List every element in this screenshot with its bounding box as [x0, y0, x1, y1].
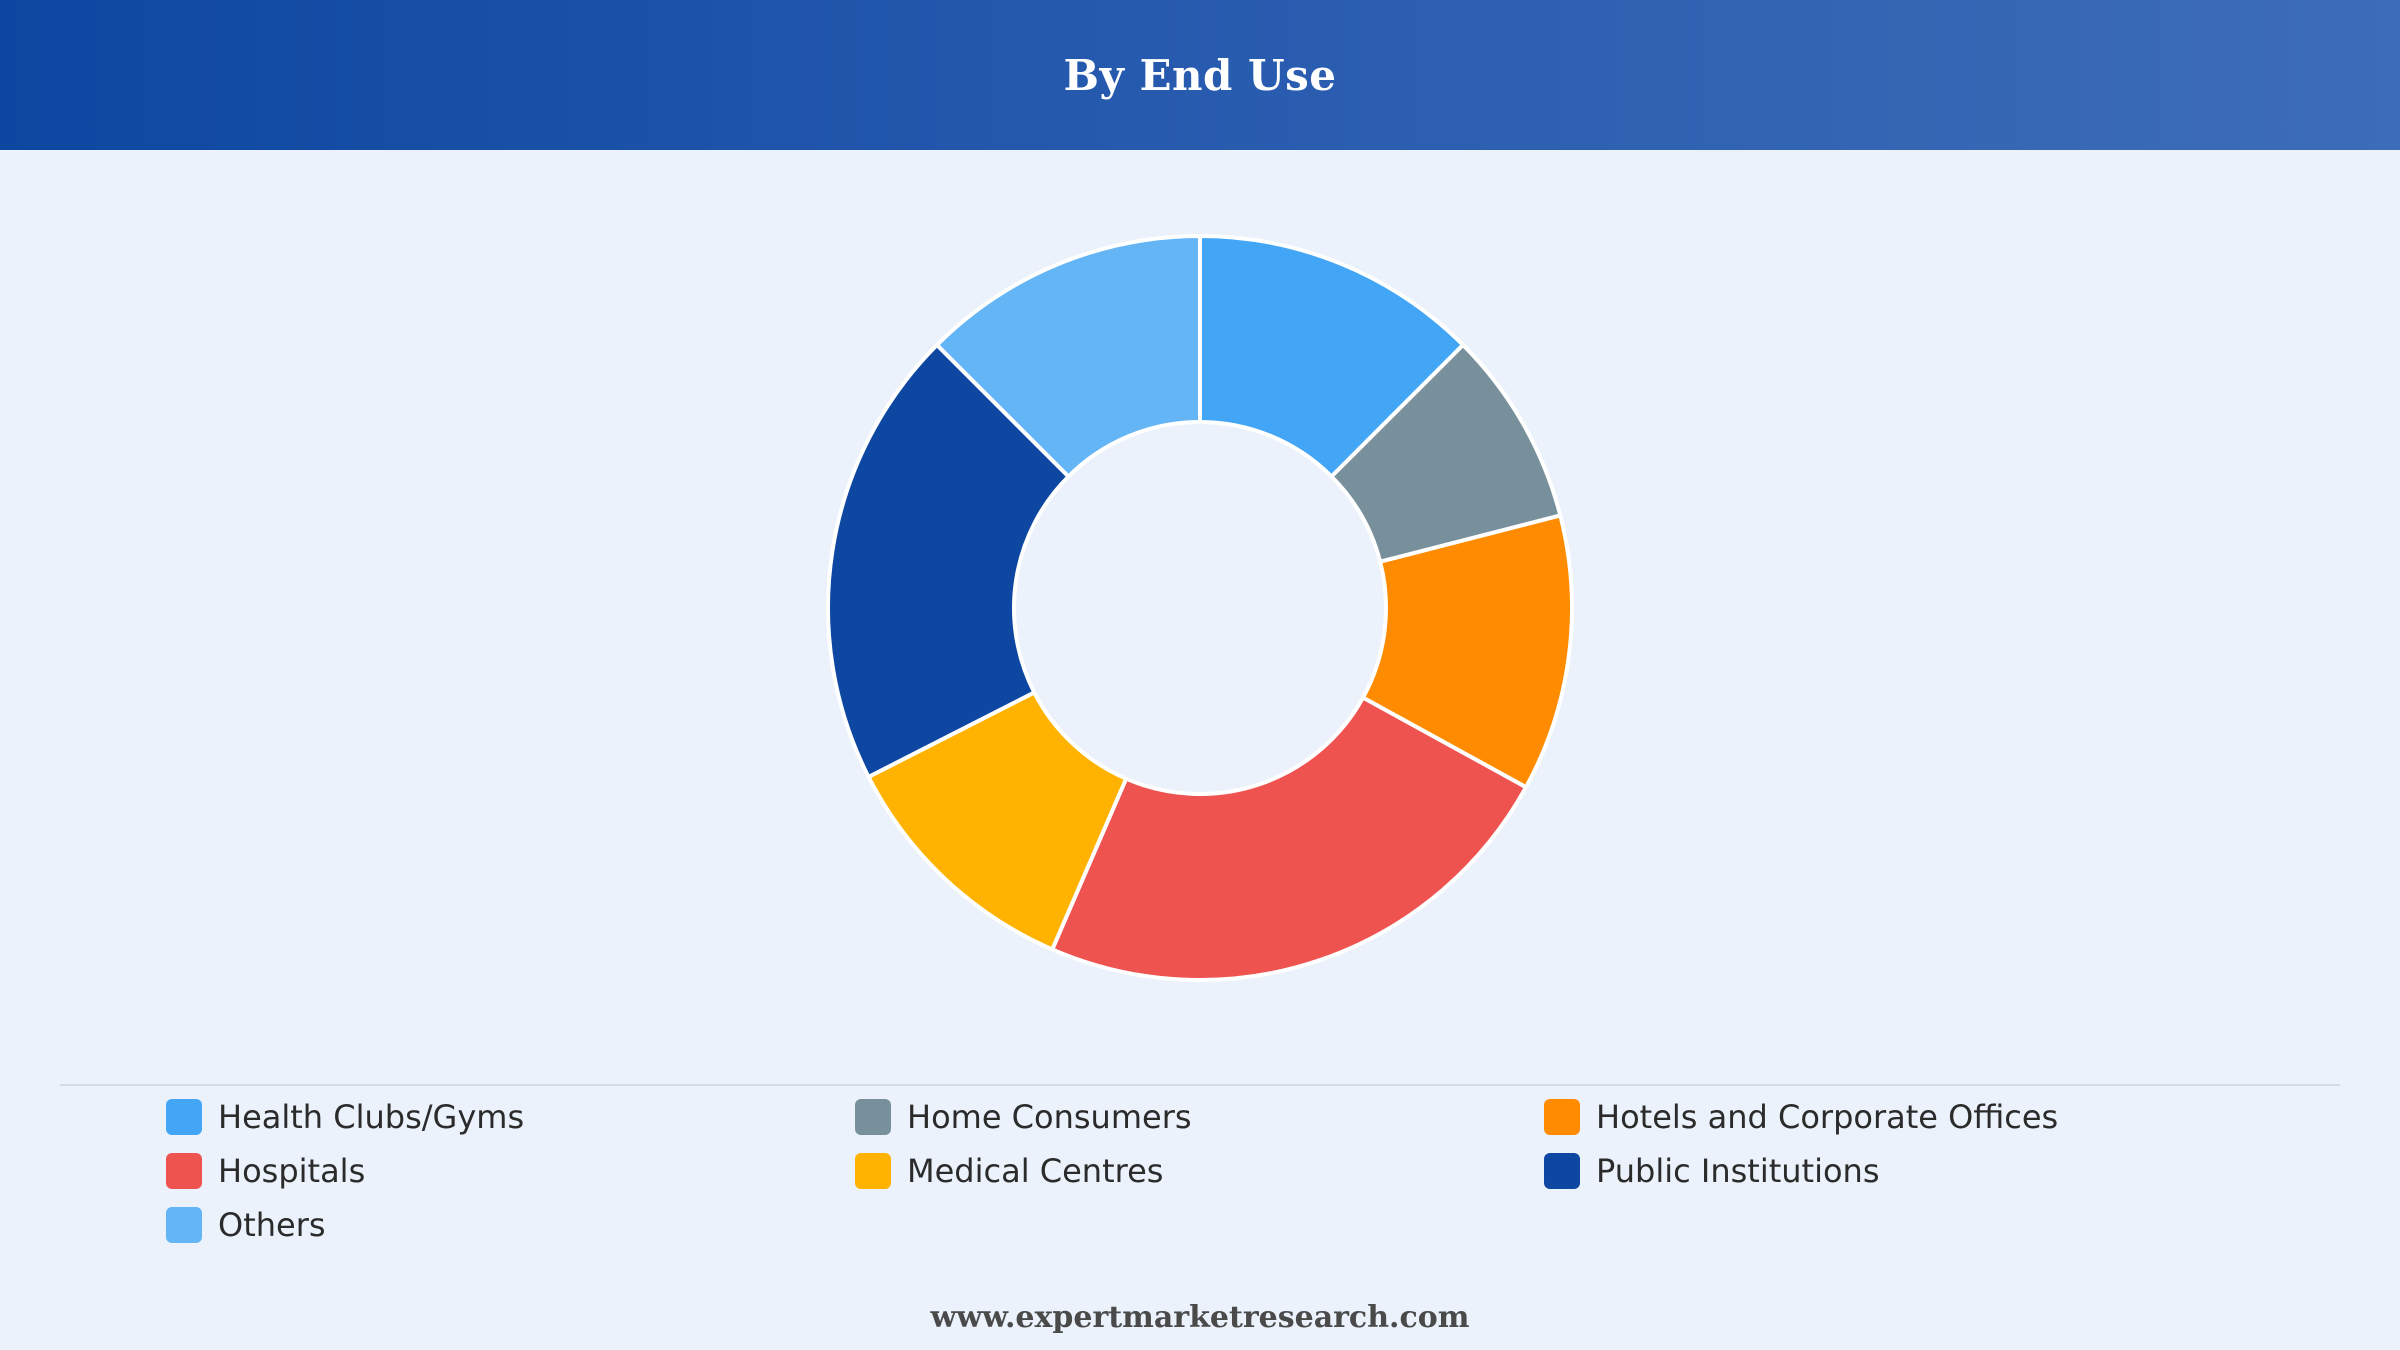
- legend-item-public-institutions[interactable]: Public Institutions: [1544, 1151, 2233, 1190]
- legend-label: Health Clubs/Gyms: [218, 1097, 525, 1136]
- legend-swatch: [166, 1206, 202, 1243]
- legend-swatch: [1544, 1098, 1580, 1135]
- legend-swatch: [855, 1152, 891, 1189]
- donut-slice-hospitals: [1050, 695, 1528, 982]
- legend-swatch: [166, 1098, 202, 1135]
- donut-chart-area: [0, 150, 2400, 1065]
- legend-label: Hotels and Corporate Offices: [1596, 1097, 2059, 1136]
- donut-chart: [826, 234, 1574, 982]
- legend-swatch: [166, 1152, 202, 1189]
- chart-title: By End Use: [1063, 50, 1337, 100]
- legend-label: Public Institutions: [1596, 1151, 1880, 1190]
- legend-label: Hospitals: [218, 1151, 366, 1190]
- donut-slice-hotels-and-corporate-offices: [1360, 513, 1574, 790]
- legend-label: Home Consumers: [907, 1097, 1192, 1136]
- donut-slice-public-institutions: [826, 342, 1071, 779]
- legend-label: Others: [218, 1205, 326, 1244]
- chart-legend: Health Clubs/Gyms Home Consumers Hotels an…: [166, 1097, 2266, 1244]
- donut-slice-others: [934, 234, 1202, 479]
- legend-item-medical-centres[interactable]: Medical Centres: [855, 1151, 1544, 1190]
- legend-item-health-clubs-gyms[interactable]: Health Clubs/Gyms: [166, 1097, 855, 1136]
- chart-header: By End Use: [0, 0, 2400, 150]
- legend-item-hotels-and-corporate-offices[interactable]: Hotels and Corporate Offices: [1544, 1097, 2233, 1136]
- legend-swatch: [855, 1098, 891, 1135]
- legend-divider: [60, 1084, 2340, 1086]
- donut-slice-health-clubs-gyms: [1198, 234, 1466, 479]
- legend-item-home-consumers[interactable]: Home Consumers: [855, 1097, 1544, 1136]
- legend-item-others[interactable]: Others: [166, 1205, 855, 1244]
- footer-website: www.expertmarketresearch.com: [930, 1300, 1470, 1335]
- legend-swatch: [1544, 1152, 1580, 1189]
- legend-label: Medical Centres: [907, 1151, 1164, 1190]
- legend-item-hospitals[interactable]: Hospitals: [166, 1151, 855, 1190]
